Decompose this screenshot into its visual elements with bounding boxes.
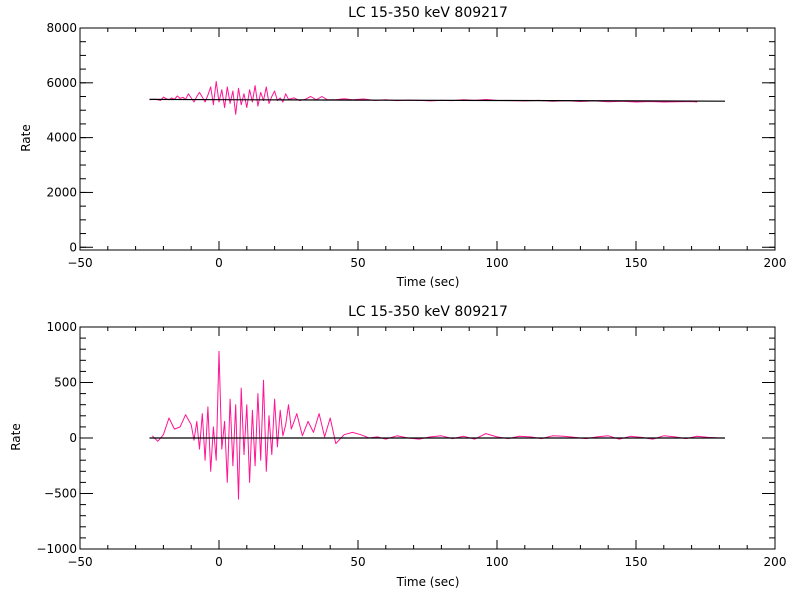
panel-bottom-lines xyxy=(149,350,725,500)
panel-top-data-series-line xyxy=(149,80,698,115)
panel-bottom-x-tick-label: 150 xyxy=(625,555,648,569)
panel-bottom-x-axis-label: Time (sec) xyxy=(396,575,460,589)
panel-bottom-title: LC 15-350 keV 809217 xyxy=(348,304,508,320)
panel-bottom-y-tick-label: −500 xyxy=(44,487,77,501)
panel-top: LC 15-350 keV 809217 −50 0 50 100 150 2000200… xyxy=(19,5,786,289)
panel-bottom-y-tick-label: 500 xyxy=(54,376,77,390)
panel-top-title: LC 15-350 keV 809217 xyxy=(348,5,508,21)
panel-top-x-tick-label: −50 xyxy=(67,256,92,270)
panel-bottom-y-tick-label: −1000 xyxy=(36,542,77,556)
panel-bottom-data-series-line xyxy=(151,350,720,500)
panel-bottom-y-axis-label: Rate xyxy=(9,423,23,451)
panel-top-x-tick-label: 0 xyxy=(215,256,223,270)
panel-top-y-tick-label: 4000 xyxy=(46,131,77,145)
panel-bottom-x-tick-label: 50 xyxy=(350,555,365,569)
panel-top-y-tick-label: 2000 xyxy=(46,185,77,199)
panel-bottom-y-tick-label: 0 xyxy=(69,431,77,445)
panel-top-y-axis-label: Rate xyxy=(19,124,33,152)
panel-top-plot-frame xyxy=(79,27,776,251)
panel-top-x-tick-label: 50 xyxy=(350,256,365,270)
panel-top-y-tick-label: 6000 xyxy=(46,76,77,90)
panel-top-lines xyxy=(149,80,726,115)
panel-bottom-x-tick-label: 0 xyxy=(215,555,223,569)
panel-top-model-series-line xyxy=(149,98,726,102)
panel-top-x-tick-label: 150 xyxy=(625,256,648,270)
panel-top-y-tick-label: 8000 xyxy=(46,21,77,35)
panel-top-x-axis-label: Time (sec) xyxy=(396,275,460,289)
panel-bottom-x-tick-label: 100 xyxy=(486,555,509,569)
panel-top-x-tick-label: 200 xyxy=(764,256,787,270)
panel-bottom-x-tick-label: 200 xyxy=(764,555,787,569)
panel-bottom-x-tick-label: −50 xyxy=(67,555,92,569)
panel-top-x-tick-label: 100 xyxy=(486,256,509,270)
panel-bottom: LC 15-350 keV 809217 −50 0 50 100 150 200−100… xyxy=(9,304,786,589)
panel-bottom-y-tick-label: 1000 xyxy=(46,320,77,334)
panel-top-y-tick-label: 0 xyxy=(69,240,77,254)
